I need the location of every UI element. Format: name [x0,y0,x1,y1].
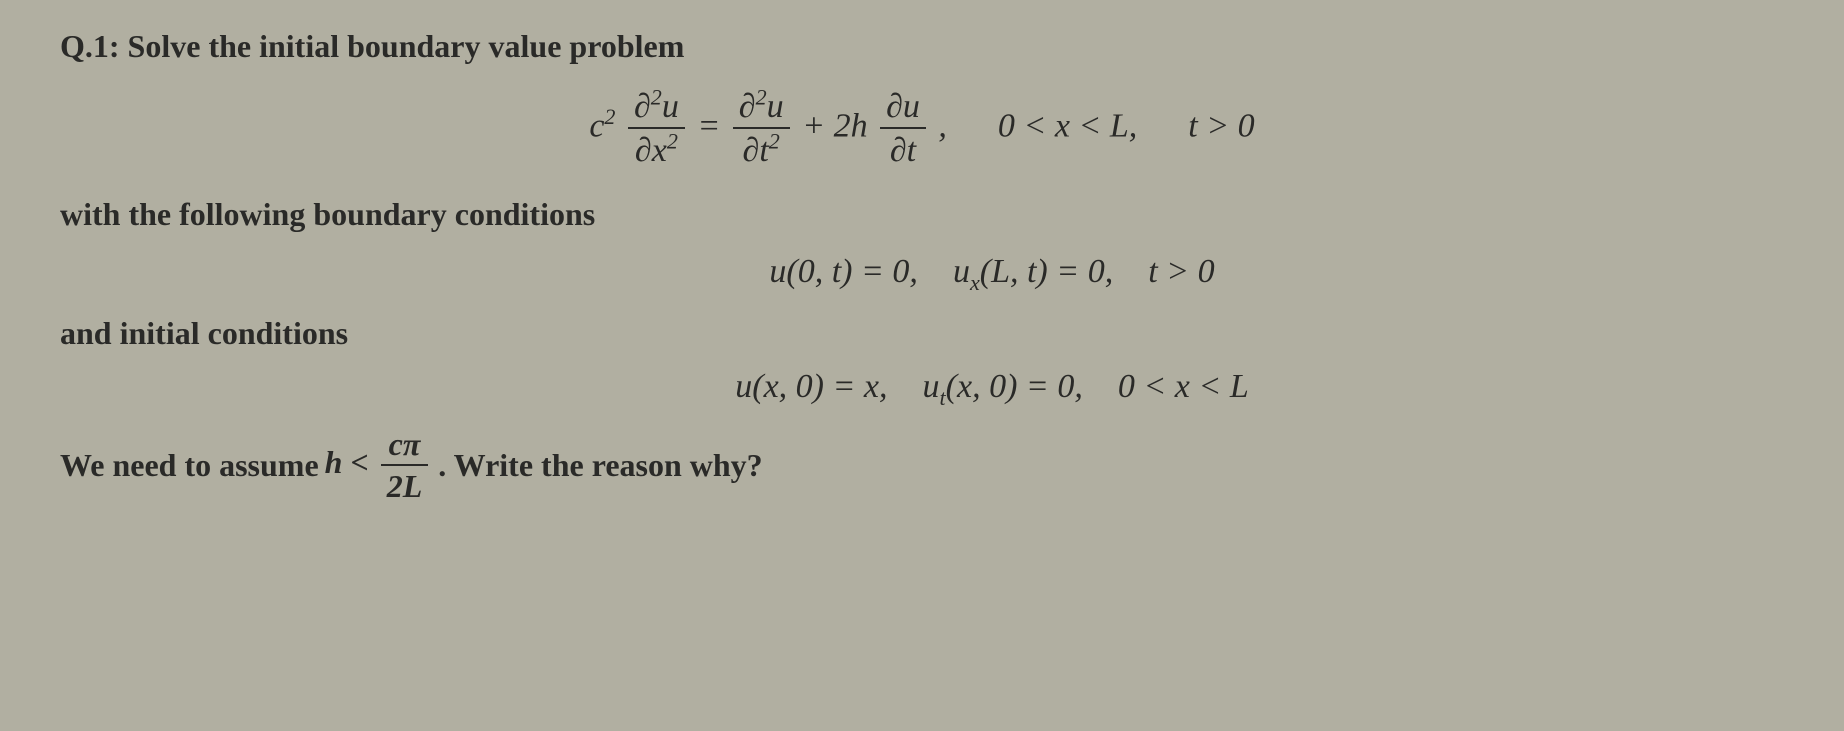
lhs-coeff: c [589,107,604,144]
ic2-rest: (x, 0) = 0, [946,368,1083,405]
question-title: Q.1: Solve the initial boundary value pr… [60,28,1784,65]
rhs1-num-sup: 2 [756,85,767,110]
problem-page: Q.1: Solve the initial boundary value pr… [0,0,1844,731]
bc-intro: with the following boundary conditions [60,196,1784,233]
assume-frac-num: cπ [381,428,429,466]
lhs-num-d: ∂ [634,88,651,125]
question-label: Q.1: [60,28,120,64]
lhs-num-u: u [662,88,679,125]
bc1: u(0, t) = 0, [769,253,918,290]
rhs1-den-dt: ∂t [743,132,769,169]
equals-sign: = [697,107,728,144]
lhs-num-sup: 2 [651,85,662,110]
ic-equation: u(x, 0) = x, ut(x, 0) = 0, 0 < x < L [60,368,1784,406]
bc2-u: u [953,253,970,290]
rhs2-num: ∂u [880,89,926,129]
lhs-coeff-sup: 2 [604,104,615,129]
ic1: u(x, 0) = x, [735,368,887,405]
bc-equation: u(0, t) = 0, ux(L, t) = 0, t > 0 [60,253,1784,291]
assume-post: . Write the reason why? [438,447,762,484]
lhs-frac: ∂2u ∂x2 [628,89,685,168]
assumption-line: We need to assume h < cπ 2L . Write the … [60,428,1784,503]
pde-equation: c2 ∂2u ∂x2 = ∂2u ∂t2 + 2h ∂u ∂t , 0 < x … [60,89,1784,168]
assume-h: h [325,444,343,480]
rhs2-frac: ∂u ∂t [880,89,926,168]
assume-lt: < [342,444,376,480]
rhs1-num-u: u [767,88,784,125]
plus-sign: + [802,107,833,144]
rhs2-den: ∂t [880,129,926,169]
rhs1-frac: ∂2u ∂t2 [733,89,790,168]
rhs1-num-d: ∂ [739,88,756,125]
rhs1-den-sup: 2 [769,128,780,153]
bc2-rest: (L, t) = 0, [980,253,1113,290]
assume-frac-den: 2L [381,466,429,504]
pde-comma: , [938,107,947,144]
ic2-u: u [923,368,940,405]
ic-x: 0 < x < L [1118,368,1249,405]
assume-pre: We need to assume [60,447,319,484]
question-title-text: Solve the initial boundary value problem [120,28,685,64]
pde-domain-t: t > 0 [1188,107,1254,144]
bc-t: t > 0 [1148,253,1214,290]
lhs-den-dx: ∂x [635,132,667,169]
assume-frac: cπ 2L [381,428,429,503]
ic-intro: and initial conditions [60,315,1784,352]
rhs2-coeff: 2h [834,107,868,144]
bc2-sub: x [970,270,980,295]
pde-domain-x: 0 < x < L, [998,107,1137,144]
lhs-den-sup: 2 [667,128,678,153]
